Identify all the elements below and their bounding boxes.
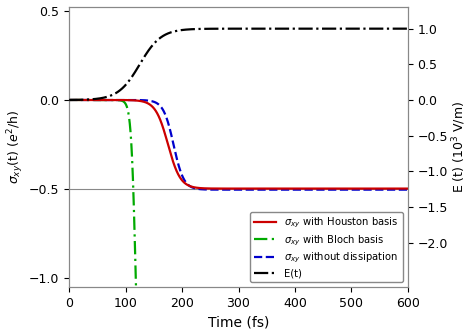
- $\sigma_{xy}$ without dissipation: [147, 99, 153, 103]
- $\sigma_{xy}$ with Houston basis: [145, 101, 151, 105]
- Line: $\sigma_{xy}$ without dissipation: $\sigma_{xy}$ without dissipation: [69, 100, 408, 190]
- E(t): [66, 98, 72, 102]
- $\sigma_{xy}$ with Houston basis: [402, 187, 408, 191]
- Legend: $\sigma_{xy}$ with Houston basis, $\sigma_{xy}$ with Bloch basis, $\sigma_{xy}$ : $\sigma_{xy}$ with Houston basis, $\sigm…: [250, 212, 403, 282]
- Line: $\sigma_{xy}$ with Houston basis: $\sigma_{xy}$ with Houston basis: [69, 100, 408, 189]
- $\sigma_{xy}$ with Houston basis: [405, 187, 410, 191]
- $\sigma_{xy}$ without dissipation: [402, 188, 408, 192]
- $\sigma_{xy}$ without dissipation: [148, 99, 154, 103]
- X-axis label: Time (fs): Time (fs): [208, 316, 269, 329]
- E(t): [145, 50, 151, 54]
- $\sigma_{xy}$ without dissipation: [145, 98, 151, 103]
- $\sigma_{xy}$ with Houston basis: [66, 98, 72, 102]
- E(t): [402, 27, 408, 31]
- E(t): [194, 27, 200, 31]
- $\sigma_{xy}$ without dissipation: [194, 187, 200, 191]
- Y-axis label: E (t) ($10^3$ V/m): E (t) ($10^3$ V/m): [451, 101, 468, 193]
- $\sigma_{xy}$ with Houston basis: [395, 187, 401, 191]
- $\sigma_{xy}$ with Houston basis: [218, 187, 224, 191]
- E(t): [218, 27, 224, 31]
- $\sigma_{xy}$ with Houston basis: [148, 104, 154, 108]
- Line: $\sigma_{xy}$ with Bloch basis: $\sigma_{xy}$ with Bloch basis: [69, 100, 408, 335]
- $\sigma_{xy}$ without dissipation: [359, 188, 365, 192]
- Y-axis label: $\sigma_{xy}$(t) ($e^2$/h): $\sigma_{xy}$(t) ($e^2$/h): [6, 110, 26, 184]
- E(t): [405, 27, 410, 31]
- $\sigma_{xy}$ with Bloch basis: [66, 98, 72, 102]
- Line: E(t): E(t): [69, 29, 408, 100]
- E(t): [148, 45, 154, 49]
- $\sigma_{xy}$ without dissipation: [218, 188, 224, 192]
- $\sigma_{xy}$ without dissipation: [66, 98, 72, 102]
- $\sigma_{xy}$ without dissipation: [405, 188, 410, 192]
- E(t): [147, 47, 153, 51]
- $\sigma_{xy}$ with Houston basis: [147, 103, 153, 107]
- $\sigma_{xy}$ with Houston basis: [194, 186, 200, 190]
